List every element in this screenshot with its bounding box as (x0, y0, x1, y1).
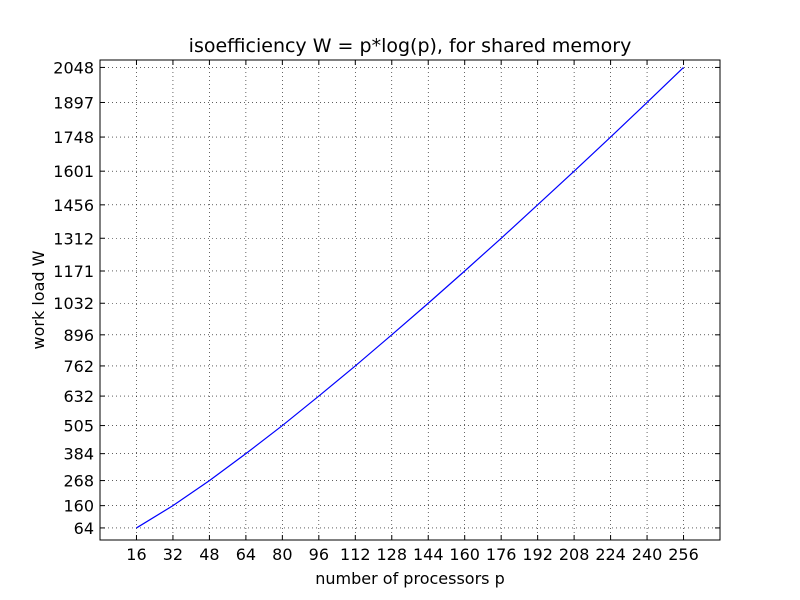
y-tick-label: 1456 (53, 196, 94, 215)
grid (100, 60, 720, 540)
y-tick-label: 1312 (53, 229, 94, 248)
y-tick-label: 2048 (53, 58, 94, 77)
x-tick-label: 144 (413, 545, 444, 564)
x-tick-label: 256 (668, 545, 699, 564)
y-tick-label: 1171 (53, 262, 94, 281)
x-tick-label: 208 (559, 545, 590, 564)
y-tick-label: 762 (63, 357, 94, 376)
y-tick-label: 384 (63, 445, 94, 464)
ticks (100, 60, 720, 540)
y-tick-label: 896 (63, 326, 94, 345)
x-tick-label: 112 (340, 545, 371, 564)
y-tick-label: 160 (63, 497, 94, 516)
y-tick-label: 268 (63, 472, 94, 491)
y-tick-label: 64 (74, 519, 94, 538)
x-tick-label: 80 (272, 545, 292, 564)
y-tick-label: 1032 (53, 294, 94, 313)
y-tick-label: 1601 (53, 162, 94, 181)
x-tick-label: 176 (486, 545, 517, 564)
chart-title: isoefficiency W = p*log(p), for shared m… (189, 35, 632, 57)
plot-frame (99, 59, 721, 541)
x-tick-label: 32 (163, 545, 183, 564)
series-line (136, 66, 684, 529)
x-tick-label: 224 (595, 545, 626, 564)
tick-labels: 16 32 48 64 80 96 112 128 144 160 176 192 208 224 240 2… (53, 58, 699, 564)
y-tick-label: 1897 (53, 93, 94, 112)
x-tick-label: 160 (449, 545, 480, 564)
x-tick-label: 128 (376, 545, 407, 564)
y-tick-label: 632 (63, 387, 94, 406)
x-tick-label: 192 (522, 545, 553, 564)
x-axis-label: number of processors p (315, 569, 504, 588)
x-tick-label: 16 (126, 545, 146, 564)
y-tick-label: 505 (63, 417, 94, 436)
x-tick-label: 48 (199, 545, 219, 564)
x-tick-label: 64 (236, 545, 256, 564)
x-tick-label: 96 (309, 545, 329, 564)
y-axis-label: work load W (29, 250, 48, 349)
y-tick-label: 1748 (53, 128, 94, 147)
x-tick-label: 240 (632, 545, 663, 564)
series-group (136, 66, 684, 529)
